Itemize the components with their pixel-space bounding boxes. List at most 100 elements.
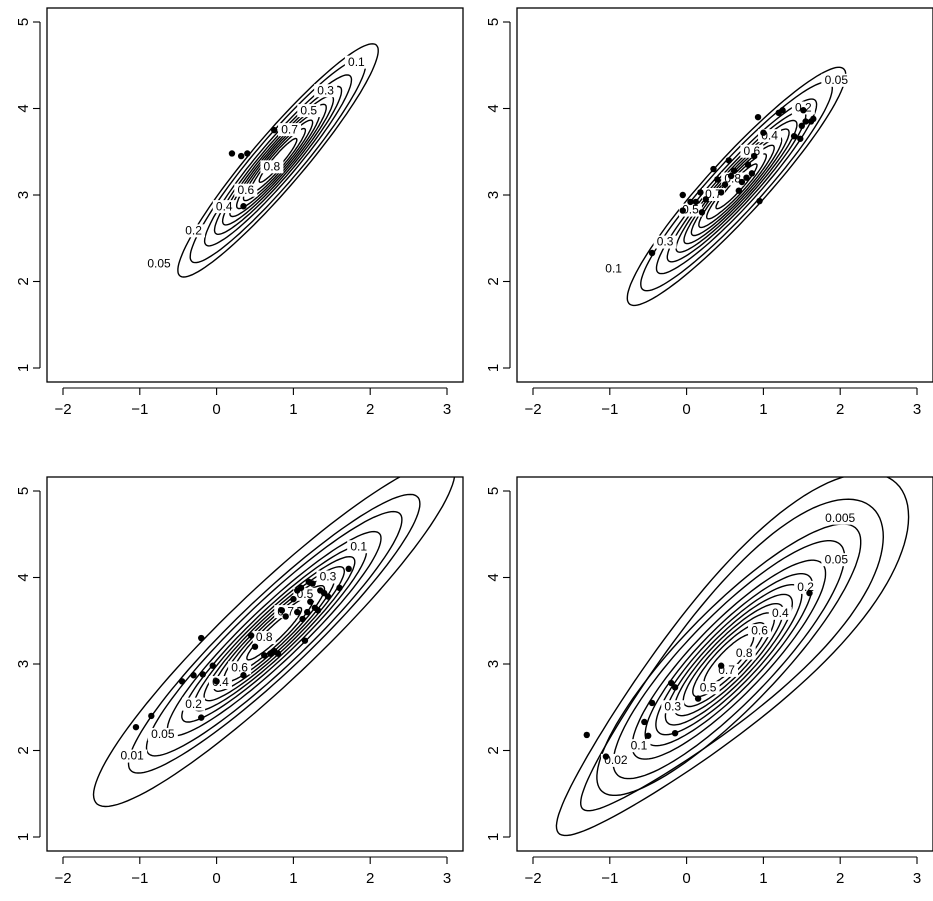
data-point — [148, 712, 155, 720]
plot-frame — [46, 476, 464, 852]
contour-level-label: 0.02 — [604, 753, 628, 767]
x-tick-label: −1 — [131, 401, 148, 418]
contour-line — [675, 119, 798, 253]
contour-line — [579, 498, 885, 812]
data-point — [710, 165, 717, 173]
level-label-background — [234, 183, 258, 197]
data-point — [810, 115, 817, 123]
y-tick-label: 5 — [15, 18, 32, 26]
contour-panel-2: −2−10123123450.050.10.20.30.40.50.60.70.… — [485, 7, 933, 418]
x-axis: −2 −1 0 1 2 3 — [54, 856, 451, 887]
x-tick-label: −2 — [54, 401, 71, 418]
data-point — [698, 209, 706, 216]
data-point — [806, 589, 813, 597]
contour-line — [698, 144, 775, 229]
contour-level-label: 0.7 — [705, 187, 722, 201]
data-point — [714, 176, 721, 183]
level-label-background — [316, 570, 340, 584]
data-point — [687, 198, 694, 206]
data-point — [314, 607, 322, 614]
level-label-background — [653, 235, 677, 249]
data-point — [697, 189, 704, 196]
data-point — [178, 678, 186, 685]
y-tick-label: 5 — [15, 487, 32, 495]
x-axis: −2 −1 0 1 2 3 — [524, 387, 921, 418]
contour-level-label: 0.1 — [605, 262, 622, 276]
data-point — [641, 718, 648, 726]
x-tick-label: 3 — [913, 401, 921, 418]
contour-level-labels: 0.050.10.20.30.40.50.60.70.8 — [602, 73, 852, 276]
y-axis: 1 2 3 4 5 — [15, 18, 41, 372]
data-point — [798, 122, 805, 129]
level-label-background — [260, 160, 284, 174]
level-label-background — [314, 84, 338, 98]
y-tick-label: 2 — [485, 746, 502, 754]
contour-level-label: 0.5 — [300, 103, 317, 117]
data-point — [190, 672, 197, 679]
data-point — [668, 679, 675, 687]
x-tick-label: 2 — [366, 870, 374, 887]
level-label-background — [182, 697, 206, 711]
contour-level-labels: 0.050.10.20.30.40.50.60.70.8 — [144, 55, 368, 271]
plot-frame — [46, 7, 464, 383]
data-point — [294, 608, 301, 616]
plot-frame — [516, 7, 933, 383]
y-tick-label: 3 — [485, 191, 502, 199]
contour-level-label: 0.6 — [231, 660, 248, 674]
data-point — [309, 580, 316, 587]
contour-line — [189, 57, 367, 264]
data-point — [743, 174, 750, 181]
data-point — [304, 608, 311, 616]
x-tick-label: 3 — [443, 870, 451, 887]
contour-line — [715, 163, 758, 210]
data-points — [583, 589, 813, 760]
y-tick-label: 3 — [15, 660, 32, 668]
contour-line — [258, 137, 298, 184]
data-point — [301, 637, 309, 644]
y-axis: 1 2 3 4 5 — [485, 18, 511, 372]
y-axis: 1 2 3 4 5 — [485, 487, 511, 841]
data-point — [760, 129, 767, 136]
data-point — [802, 118, 809, 125]
x-tick-label: 2 — [836, 401, 844, 418]
level-label-background — [696, 681, 720, 695]
data-point — [324, 593, 332, 600]
y-tick-label: 1 — [15, 833, 32, 841]
level-label-background — [144, 257, 174, 271]
data-point — [727, 172, 735, 180]
y-tick-label: 2 — [15, 746, 32, 754]
data-point — [282, 613, 289, 620]
contour-level-label: 0.7 — [281, 122, 298, 136]
data-point — [299, 615, 306, 623]
data-point — [800, 107, 807, 114]
level-label-background — [678, 203, 702, 217]
y-tick-label: 5 — [485, 18, 502, 26]
plot-area: 0.05 0.1 0.2 0.3 0.4 0.5 0.6 0.7 0.8 — [144, 43, 379, 278]
contour-level-label: 0.1 — [350, 539, 367, 553]
contour-line — [682, 612, 776, 708]
data-point — [336, 584, 343, 592]
data-point — [198, 714, 205, 721]
data-point — [692, 198, 700, 206]
data-point — [199, 671, 206, 678]
data-points — [648, 107, 817, 257]
contour-level-label: 0.5 — [682, 203, 699, 217]
contour-level-label: 0.05 — [147, 256, 171, 270]
x-axis: −2 −1 0 1 2 3 — [54, 387, 451, 418]
y-tick-label: 4 — [485, 104, 502, 112]
y-tick-label: 1 — [485, 833, 502, 841]
data-point — [671, 684, 679, 691]
y-axis: 1 2 3 4 5 — [15, 487, 41, 841]
y-tick-label: 1 — [15, 364, 32, 372]
level-label-background — [347, 540, 371, 554]
data-point — [679, 207, 686, 214]
contour-level-label: 0.8 — [736, 646, 753, 660]
x-tick-label: 1 — [759, 870, 767, 887]
data-point — [671, 730, 679, 737]
x-tick-label: 1 — [759, 401, 767, 418]
y-tick-label: 4 — [485, 573, 502, 581]
x-tick-label: 3 — [443, 401, 451, 418]
contour-line — [664, 593, 793, 726]
